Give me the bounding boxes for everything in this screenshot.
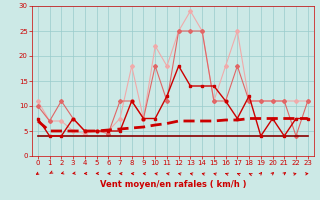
X-axis label: Vent moyen/en rafales ( km/h ): Vent moyen/en rafales ( km/h ) — [100, 180, 246, 189]
